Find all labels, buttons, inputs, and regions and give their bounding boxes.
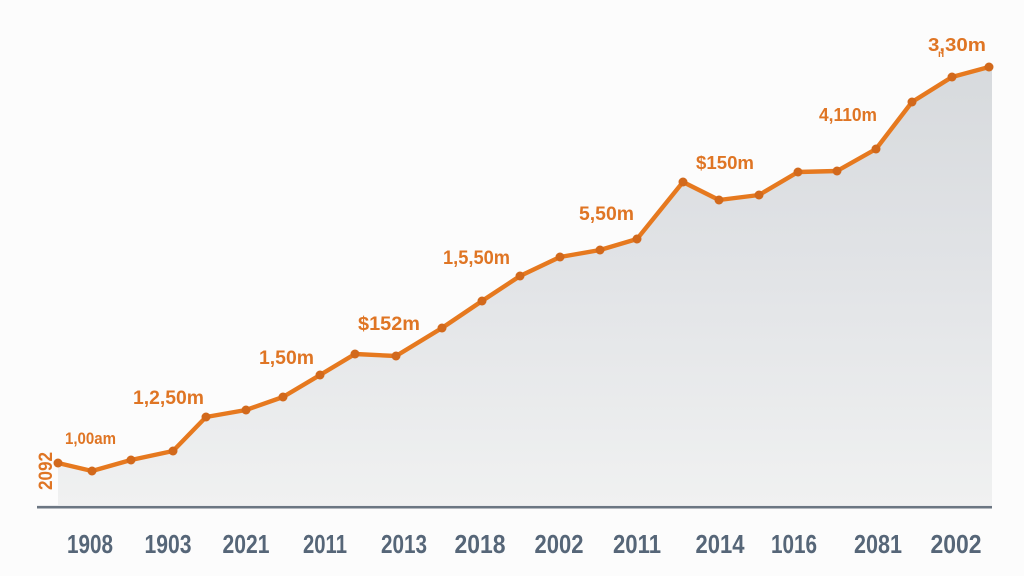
svg-text:1016: 1016: [771, 529, 817, 559]
svg-text:2021: 2021: [223, 529, 270, 559]
svg-text:2013: 2013: [381, 529, 427, 559]
svg-text:2002: 2002: [535, 529, 584, 559]
svg-text:2081: 2081: [854, 529, 902, 559]
svg-text:n: n: [938, 49, 944, 60]
svg-text:2011: 2011: [303, 529, 347, 559]
svg-text:1,5,50m: 1,5,50m: [443, 248, 510, 269]
svg-text:5,50m: 5,50m: [579, 204, 634, 225]
svg-text:2011: 2011: [613, 529, 661, 559]
svg-text:1903: 1903: [145, 529, 192, 559]
svg-text:3,30m: 3,30m: [928, 34, 986, 55]
svg-text:2014: 2014: [696, 529, 745, 559]
svg-text:2092: 2092: [36, 452, 57, 490]
svg-text:$152m: $152m: [358, 313, 420, 335]
svg-text:2018: 2018: [455, 529, 506, 559]
svg-text:1908: 1908: [67, 529, 113, 559]
svg-text:$150m: $150m: [696, 152, 754, 173]
svg-text:2002: 2002: [931, 529, 982, 559]
svg-text:1,00am: 1,00am: [65, 429, 116, 448]
svg-text:1,2,50m: 1,2,50m: [133, 388, 204, 409]
svg-text:4,110m: 4,110m: [819, 105, 877, 125]
svg-text:1,50m: 1,50m: [259, 348, 314, 369]
